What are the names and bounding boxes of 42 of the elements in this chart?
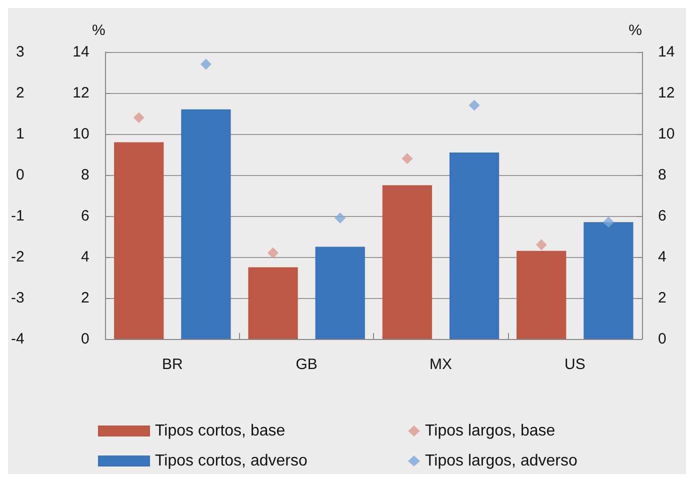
y3-tick-label: 1 [16, 126, 24, 142]
bar [114, 142, 164, 339]
x-tick-label: MX [430, 356, 452, 373]
bar [181, 109, 231, 339]
y2-tick-label: 2 [658, 290, 666, 306]
bar [382, 185, 432, 339]
legend-label: Tipos largos, adverso [425, 452, 578, 470]
y-tick-label: 0 [80, 330, 90, 348]
y2-axis-title: % [628, 22, 642, 39]
y2-tick-label: 4 [658, 248, 666, 266]
y-axis-title: % [92, 22, 106, 39]
y-tick-label: 10 [72, 126, 90, 142]
y2-tick-label: 0 [658, 330, 666, 348]
bar [449, 152, 500, 339]
bar [516, 250, 566, 339]
y-tick-label: 2 [80, 290, 90, 306]
y3-tick-label: -3 [10, 290, 24, 306]
x-tick-label: GB [296, 356, 318, 373]
y3-tick-label: 3 [16, 44, 24, 60]
y3-tick-label: -2 [10, 248, 24, 266]
y2-tick-label: 6 [658, 208, 666, 224]
y2-tick-label: 8 [658, 166, 666, 184]
y-tick-label: 8 [80, 166, 90, 184]
y-tick-label: 12 [72, 84, 90, 102]
legend-label: Tipos cortos, base [155, 422, 286, 440]
legend-label: Tipos cortos, adverso [155, 452, 308, 470]
y-tick-label: 4 [80, 248, 90, 266]
y-tick-label: 6 [80, 208, 90, 224]
y2-tick-label: 12 [658, 84, 675, 102]
y3-tick-label: 0 [16, 166, 24, 184]
y3-tick-label: 2 [16, 84, 24, 102]
bar [315, 246, 365, 339]
x-tick-label: US [564, 356, 586, 373]
bar [584, 222, 634, 339]
y3-tick-label: -4 [10, 330, 24, 348]
y2-tick-label: 10 [658, 126, 675, 142]
y3-tick-label: -1 [10, 208, 24, 224]
bar [248, 267, 298, 339]
legend-label: Tipos largos, base [425, 422, 556, 440]
y2-tick-label: 14 [658, 44, 675, 60]
y-tick-label: 14 [72, 44, 90, 60]
x-tick-label: BR [162, 356, 184, 373]
